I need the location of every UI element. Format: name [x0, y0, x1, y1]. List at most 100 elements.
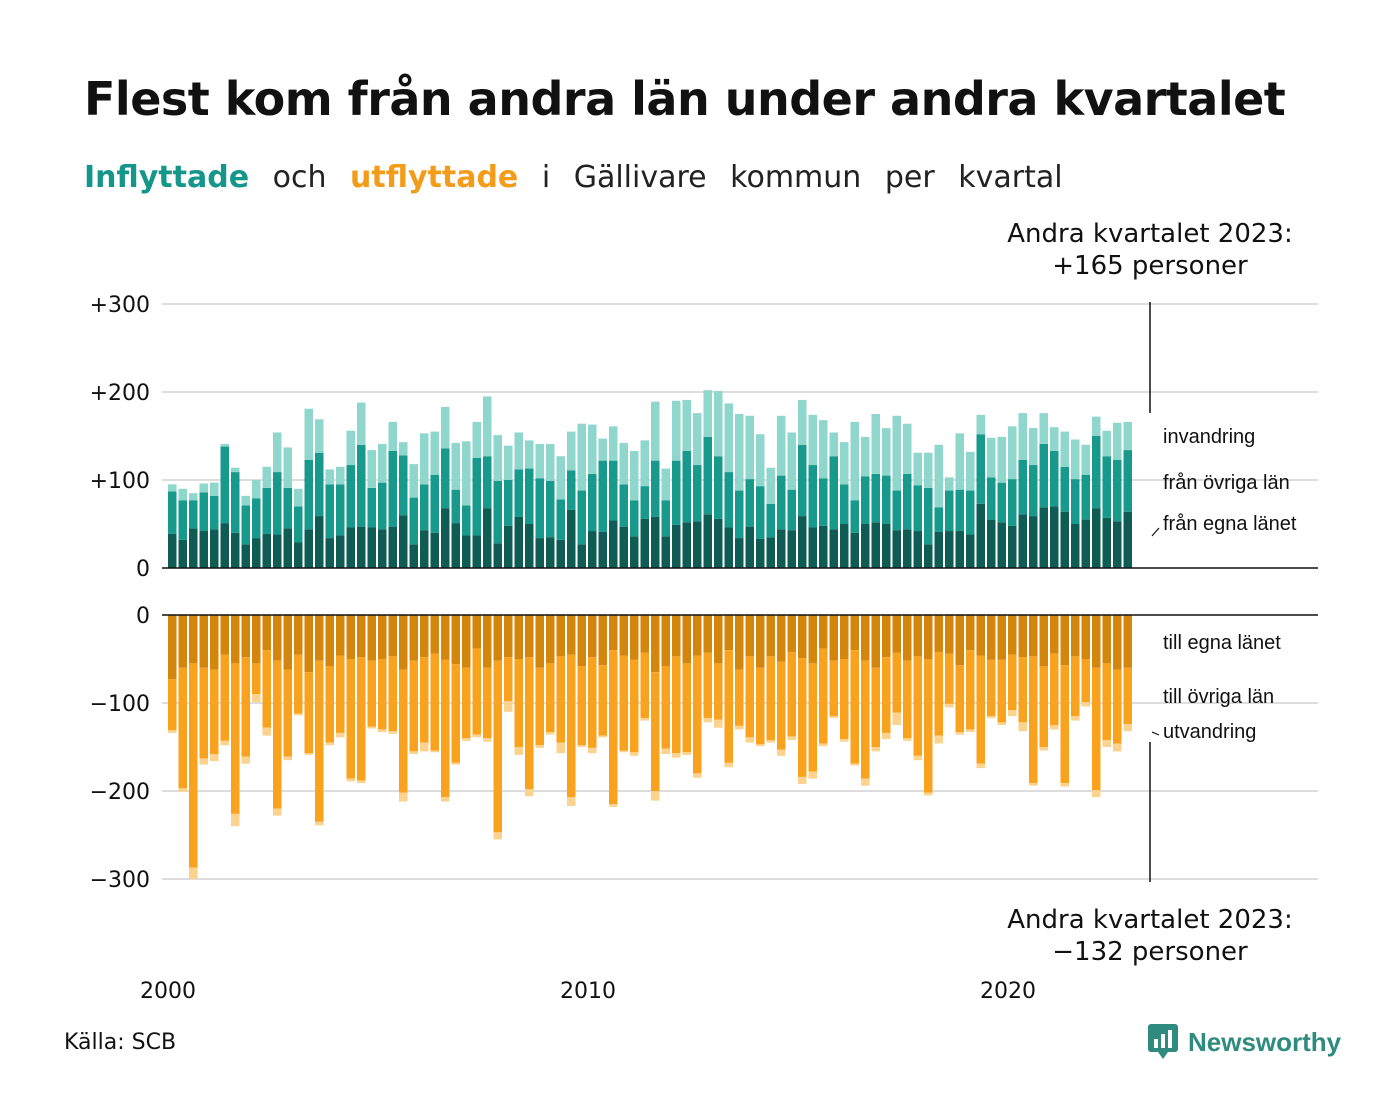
bar-in-segment	[924, 544, 933, 568]
bar-out-segment	[966, 650, 975, 730]
bar-out-segment	[493, 660, 502, 833]
x-tick-label: 2000	[140, 979, 196, 1004]
bar-out-segment	[577, 666, 586, 746]
bar-in-segment	[735, 538, 744, 568]
bar-in-segment	[441, 406, 450, 449]
bar-out-segment	[441, 797, 450, 802]
bar-out-segment	[756, 667, 765, 745]
bar-out-segment	[483, 738, 492, 742]
bar-in-segment	[1060, 511, 1069, 568]
bar-in-segment	[745, 479, 754, 527]
y-tick-label: −200	[90, 780, 150, 805]
bar-in-segment	[1050, 450, 1059, 507]
bar-in-segment	[661, 468, 670, 501]
bar-out-segment	[367, 660, 376, 727]
legend-label-fran-ovriga-lan: från övriga län	[1163, 472, 1290, 494]
bar-in-segment	[273, 432, 282, 473]
bar-out-segment	[693, 655, 702, 774]
bar-in-segment	[199, 492, 208, 532]
bar-in-segment	[483, 456, 492, 509]
bar-in-segment	[882, 428, 891, 476]
bar-out-segment	[745, 615, 754, 657]
bar-out-segment	[1092, 790, 1101, 798]
bar-in-segment	[892, 415, 901, 491]
bar-in-segment	[1102, 456, 1111, 518]
subtitle-och: och	[272, 160, 327, 195]
bar-in-segment	[766, 503, 775, 538]
legend-label-till-ovriga-lan: till övriga län	[1163, 686, 1274, 708]
bar-out-segment	[262, 727, 271, 736]
bar-in-segment	[1113, 422, 1122, 460]
bar-in-segment	[1102, 430, 1111, 457]
bar-out-segment	[777, 615, 786, 662]
bar-in-segment	[651, 401, 660, 461]
bar-in-segment	[1039, 443, 1048, 508]
bar-out-segment	[1018, 615, 1027, 658]
bar-in-segment	[1018, 514, 1027, 568]
callout-bottom-line1: Andra kvartalet 2023:	[1007, 905, 1293, 935]
bar-out-segment	[315, 821, 324, 826]
bar-out-segment	[357, 615, 366, 658]
bar-out-segment	[220, 654, 229, 741]
bar-in-segment	[672, 400, 681, 461]
bar-out-segment	[241, 657, 250, 757]
bar-in-segment	[588, 531, 597, 568]
bar-in-segment	[168, 533, 177, 568]
bar-out-segment	[199, 758, 208, 765]
bar-out-segment	[294, 713, 303, 716]
bar-in-segment	[1008, 525, 1017, 568]
bar-in-segment	[346, 465, 355, 528]
bar-in-segment	[1092, 508, 1101, 568]
bar-out-segment	[388, 731, 397, 734]
bar-out-segment	[903, 615, 912, 661]
bar-in-segment	[976, 434, 985, 504]
bar-in-segment	[1060, 466, 1069, 512]
bar-out-segment	[871, 747, 880, 752]
bar-out-segment	[336, 655, 345, 733]
bar-out-segment	[189, 663, 198, 868]
bar-out-segment	[766, 739, 775, 743]
bar-in-segment	[1029, 465, 1038, 517]
bar-out-segment	[535, 615, 544, 668]
bar-out-segment	[420, 615, 429, 658]
bar-in-segment	[619, 484, 628, 527]
bar-out-segment	[346, 778, 355, 782]
callout-latest-inflow: Andra kvartalet 2023: +165 personer	[1000, 218, 1300, 282]
bar-in-segment	[850, 500, 859, 533]
bar-in-segment	[220, 446, 229, 524]
bar-out-segment	[1039, 747, 1048, 751]
bar-in-segment	[535, 538, 544, 568]
bar-in-segment	[168, 491, 177, 534]
bar-out-segment	[1113, 669, 1122, 744]
bar-out-segment	[945, 615, 954, 654]
bar-out-segment	[661, 748, 670, 755]
bar-out-segment	[892, 712, 901, 725]
bar-out-segment	[231, 615, 240, 664]
bar-out-segment	[304, 672, 313, 754]
bar-out-segment	[850, 650, 859, 764]
bar-out-segment	[609, 650, 618, 805]
bar-out-segment	[451, 664, 460, 763]
bar-out-segment	[577, 615, 586, 667]
bar-out-segment	[945, 653, 954, 704]
bar-out-segment	[409, 660, 418, 752]
bar-out-segment	[1039, 615, 1048, 667]
bar-out-segment	[399, 615, 408, 670]
bar-out-segment	[871, 615, 880, 668]
bar-out-segment	[756, 615, 765, 668]
bar-out-segment	[346, 615, 355, 659]
bar-in-segment	[199, 531, 208, 568]
bar-out-segment	[294, 654, 303, 714]
bar-out-segment	[220, 740, 229, 746]
bar-out-segment	[997, 659, 1006, 723]
bar-in-segment	[430, 474, 439, 533]
bar-in-segment	[861, 524, 870, 568]
bar-in-segment	[1092, 436, 1101, 509]
bar-out-segment	[252, 694, 261, 703]
bar-in-segment	[231, 472, 240, 533]
bar-in-segment	[682, 450, 691, 523]
bar-out-segment	[220, 615, 229, 655]
bar-out-segment	[168, 679, 177, 731]
bar-in-segment	[1018, 459, 1027, 515]
bar-out-segment	[976, 655, 985, 764]
